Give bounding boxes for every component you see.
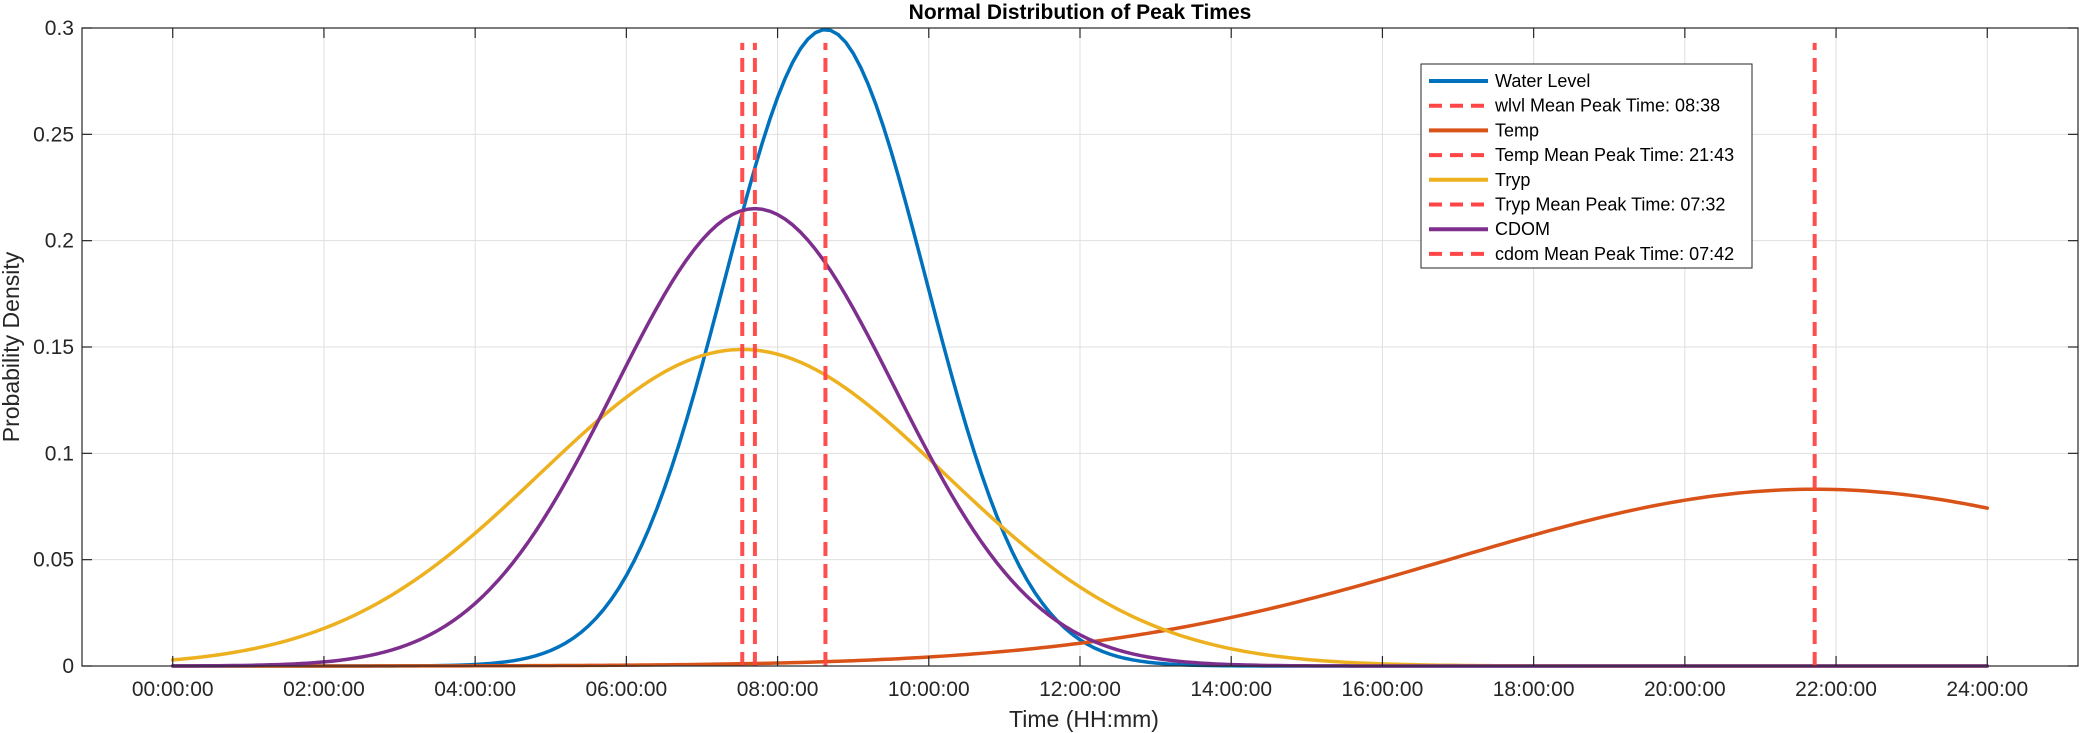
x-tick-label: 04:00:00 [434,678,516,701]
x-tick-label: 24:00:00 [1946,678,2028,701]
legend-label: Temp Mean Peak Time: 21:43 [1495,145,1734,165]
legend: Water Level wlvl Mean Peak Time: 08:38 Tem… [1420,63,1753,269]
legend-label: Tryp Mean Peak Time: 07:32 [1495,195,1725,215]
legend-label: Temp [1495,120,1539,140]
x-tick-label: 20:00:00 [1644,678,1726,701]
y-tick-label: 0 [62,655,74,678]
x-tick-label: 16:00:00 [1342,678,1424,701]
legend-label: Water Level [1495,71,1590,91]
ticks [82,27,2078,667]
y-tick-label: 0.1 [45,442,74,465]
y-tick-label: 0.2 [45,230,74,253]
grid [82,27,2078,667]
chart-title: Normal Distribution of Peak Times [909,1,1252,24]
y-tick-label: 0.15 [33,336,74,359]
x-tick-label: 18:00:00 [1493,678,1575,701]
y-tick-labels: 0 0.05 0.1 0.15 0.2 0.25 0.3 [33,17,74,678]
x-axis-title: Time (HH:mm) [1009,706,1159,732]
legend-label: Tryp [1495,170,1530,190]
x-tick-label: 00:00:00 [132,678,214,701]
y-tick-label: 0.3 [45,17,74,40]
y-tick-label: 0.25 [33,123,74,146]
x-tick-label: 06:00:00 [585,678,667,701]
legend-label: cdom Mean Peak Time: 07:42 [1495,244,1734,264]
legend-box [1420,63,1753,269]
legend-label: wlvl Mean Peak Time: 08:38 [1494,96,1720,116]
x-tick-label: 12:00:00 [1039,678,1121,701]
legend-label: CDOM [1495,219,1550,239]
x-tick-label: 10:00:00 [888,678,970,701]
y-tick-label: 0.05 [33,549,74,572]
y-axis-title: Probability Density [0,251,24,442]
x-tick-label: 22:00:00 [1795,678,1877,701]
x-tick-labels: 00:00:00 02:00:00 04:00:00 06:00:00 08:00:00… [132,678,2028,701]
mean-lines-group [740,42,1817,666]
x-tick-label: 14:00:00 [1190,678,1272,701]
x-tick-label: 08:00:00 [737,678,819,701]
x-tick-label: 02:00:00 [283,678,365,701]
